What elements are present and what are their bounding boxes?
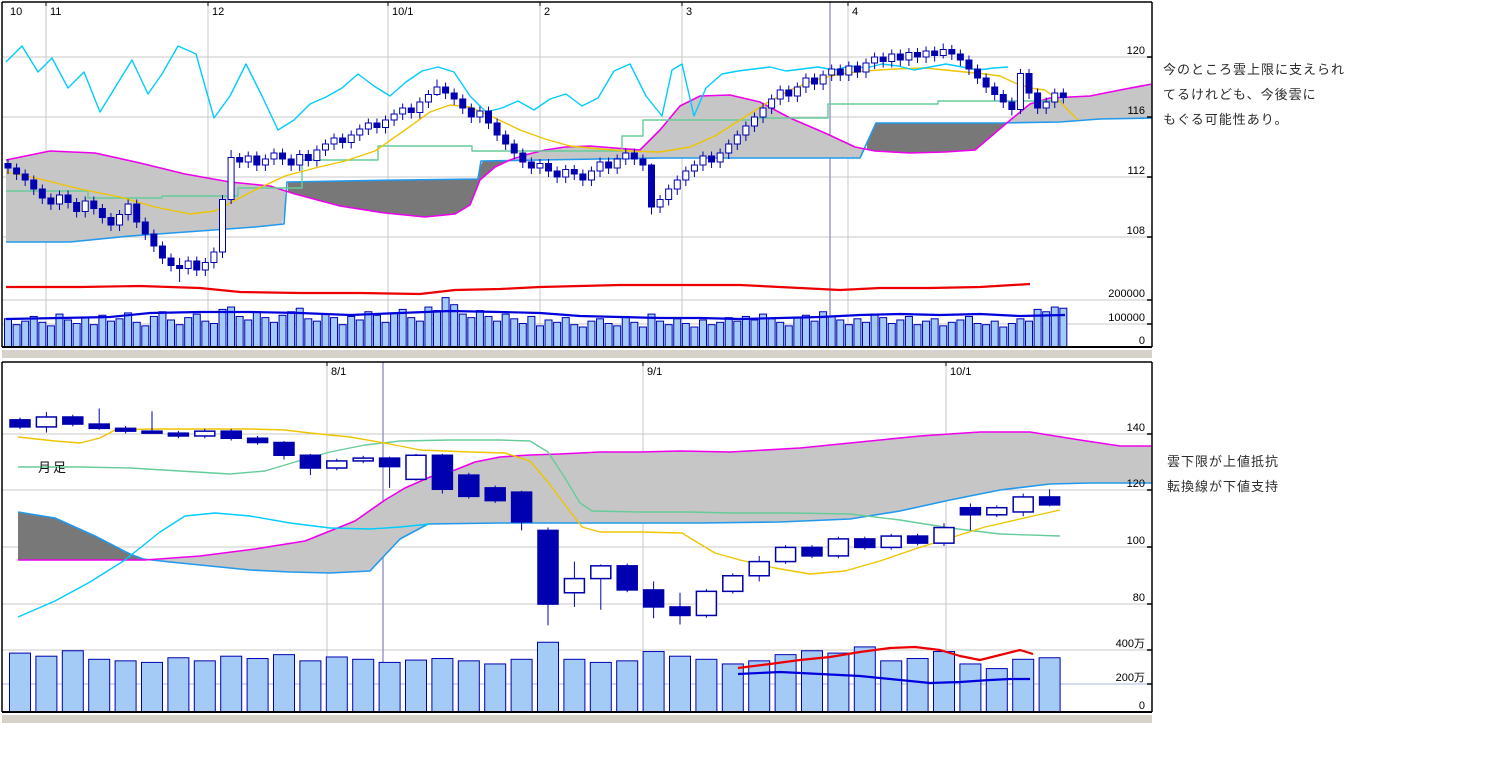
monthly-chart-horizontal-scrollbar[interactable] xyxy=(2,715,1152,723)
daily-chart-axis-labels: 120 116 112 108 200000 100000 0 10 11 12 10/1 2 3 4 xyxy=(10,6,1145,347)
svg-text:100000: 100000 xyxy=(1108,312,1145,324)
annotation-monthly-line1: 雲下限が上値抵抗 xyxy=(1167,454,1280,469)
daily-chart-candlestick-series xyxy=(4,43,1067,282)
svg-text:80: 80 xyxy=(1133,592,1145,604)
svg-text:108: 108 xyxy=(1127,225,1145,237)
svg-text:2: 2 xyxy=(544,6,550,18)
svg-text:8/1: 8/1 xyxy=(331,366,346,378)
monthly-chart-ichimoku-cloud xyxy=(18,432,1152,573)
daily-chart-horizontal-scrollbar[interactable] xyxy=(2,350,1152,358)
daily-chart-volume-bars xyxy=(4,282,1068,348)
svg-text:200000: 200000 xyxy=(1108,288,1145,300)
monthly-chart-label: 月足 xyxy=(38,460,69,475)
svg-text:112: 112 xyxy=(1127,165,1145,177)
annotation-monthly-line2: 転換線が下値支持 xyxy=(1167,479,1280,494)
annotation-daily-line3: もぐる可能性あり。 xyxy=(1163,112,1289,127)
svg-text:200万: 200万 xyxy=(1116,672,1145,684)
monthly-chart-frame xyxy=(1,361,1153,713)
svg-text:0: 0 xyxy=(1139,335,1145,347)
monthly-chart-volume-bars xyxy=(9,641,1061,713)
svg-text:3: 3 xyxy=(686,6,692,18)
monthly-chart-candlestick-series xyxy=(9,408,1061,626)
svg-text:116: 116 xyxy=(1127,105,1145,117)
annotation-daily: 今のところ雲上限に支えられ てるけれども、今後雲に もぐる可能性あり。 xyxy=(1163,57,1345,132)
svg-text:10/1: 10/1 xyxy=(950,366,971,378)
svg-text:10/1: 10/1 xyxy=(392,6,413,18)
svg-text:400万: 400万 xyxy=(1116,638,1145,650)
svg-text:11: 11 xyxy=(50,6,61,18)
svg-text:120: 120 xyxy=(1127,45,1145,57)
svg-text:120: 120 xyxy=(1127,478,1145,490)
svg-text:12: 12 xyxy=(212,6,224,18)
daily-chart-ichimoku-cloud xyxy=(6,84,1152,242)
monthly-chart-indicator-lines xyxy=(17,428,1152,618)
svg-text:9/1: 9/1 xyxy=(647,366,662,378)
svg-text:100: 100 xyxy=(1127,535,1145,547)
annotation-monthly: 雲下限が上値抵抗 転換線が下値支持 xyxy=(1167,449,1279,499)
svg-text:140: 140 xyxy=(1127,422,1145,434)
daily-chart-frame xyxy=(1,1,1153,348)
annotation-daily-line1: 今のところ雲上限に支えられ xyxy=(1163,62,1346,77)
annotation-daily-line2: てるけれども、今後雲に xyxy=(1163,87,1317,102)
chart-canvas: 120 116 112 108 200000 100000 0 10 11 12 10/1 2 3 4 14… xyxy=(1,1,1153,723)
monthly-chart-axis-labels: 140 120 100 80 400万 200万 0 8/1 9/1 10/1 xyxy=(331,366,1145,712)
svg-text:0: 0 xyxy=(1139,700,1145,712)
svg-text:10: 10 xyxy=(10,6,22,18)
svg-text:4: 4 xyxy=(852,6,858,18)
daily-chart-indicator-lines xyxy=(5,45,1153,243)
